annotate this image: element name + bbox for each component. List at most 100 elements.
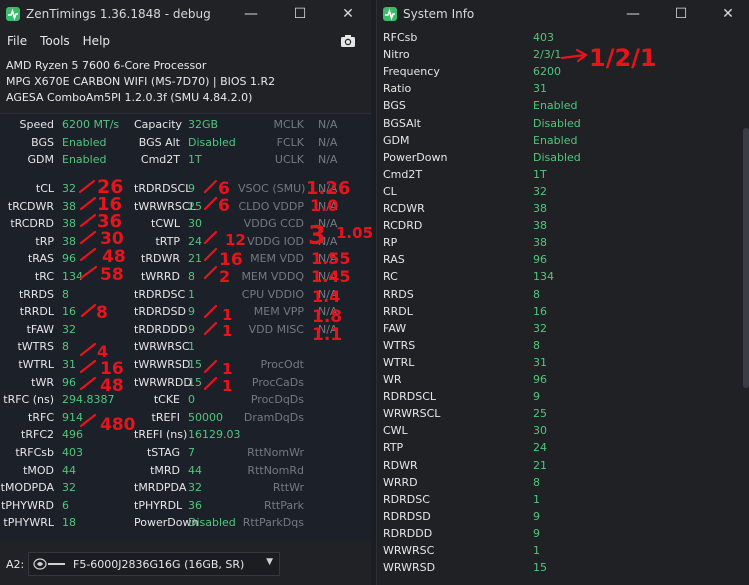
value-trcdrd: 38: [62, 217, 76, 231]
sysinfo-label-frequency: Frequency: [383, 65, 440, 79]
value-vdd-misc: N/A: [318, 322, 338, 336]
sysinfo-close-button[interactable]: ✕: [705, 0, 749, 28]
sysinfo-value-rdrddd: 9: [533, 526, 540, 540]
value-tmrdpda: 32: [188, 481, 202, 495]
scroll-thumb[interactable]: [743, 128, 749, 388]
sysinfo-label-wrwrsd: WRWRSD: [383, 561, 436, 575]
sysinfo-value-wtrs: 8: [533, 338, 540, 352]
menu-tools[interactable]: Tools: [40, 34, 70, 48]
sysinfo-value-rrds: 8: [533, 287, 540, 301]
value-trefi-ns: 16129.03: [188, 428, 241, 442]
zentimings-app-icon: [6, 7, 20, 21]
value-tphywrl: 18: [62, 516, 76, 530]
label-twtrl: tWTRL: [18, 358, 54, 371]
label-proccads: ProcCaDs: [251, 375, 304, 389]
camera-icon[interactable]: [340, 34, 356, 48]
sysinfo-maximize-button[interactable]: ☐: [658, 0, 704, 28]
sysinfo-label-wr: WR: [383, 373, 402, 386]
sysinfo-label-wtrl: WTRL: [383, 355, 415, 369]
label-trdrdsc: tRDRDSC: [134, 287, 186, 301]
value-cpu-vddio: N/A: [318, 287, 338, 301]
value-twrwrdd: 15: [188, 375, 202, 389]
value-bgs: Enabled: [62, 135, 107, 149]
value-tmodpda: 32: [62, 481, 76, 495]
menu-file[interactable]: File: [7, 34, 28, 48]
minimize-icon: —: [626, 6, 640, 22]
sysinfo-label-wtrs: WTRS: [383, 338, 416, 352]
label-twtrs: tWTRS: [17, 340, 54, 354]
value-trc: 134: [62, 270, 83, 283]
value-trp: 38: [62, 234, 76, 248]
value-tcke: 0: [188, 393, 195, 407]
label-twrwrdd: tWRWRDD: [134, 375, 192, 389]
sysinfo-value-bgsalt: Disabled: [533, 116, 581, 130]
value-tfaw: 32: [62, 322, 76, 336]
zentimings-titlebar[interactable]: ZenTimings 1.36.1848 - debug: [0, 0, 211, 28]
value-trdrddd: 9: [188, 322, 195, 336]
sysinfo-value-rcdrd: 38: [533, 219, 547, 233]
label-tmodpda: tMODPDA: [0, 481, 54, 495]
label-bgs-alt: BGS Alt: [138, 135, 180, 149]
label-rttpark: RttPark: [263, 498, 304, 512]
value-trrds: 8: [62, 287, 69, 301]
sysinfo-value-wrwrsc: 1: [533, 544, 540, 557]
sysinfo-label-rdwr: RDWR: [383, 458, 418, 472]
label-trfcsb: tRFCsb: [15, 446, 54, 459]
minimize-button[interactable]: —: [228, 0, 274, 28]
label-tras: tRAS: [27, 252, 54, 266]
value-twtrs: 8: [62, 340, 69, 354]
sysinfo-value-rdrdscl: 9: [533, 390, 540, 404]
label-mem-vdd: MEM VDD: [250, 252, 304, 266]
value-tphyrdl: 36: [188, 498, 202, 512]
label-uclk: UCLK: [274, 153, 304, 166]
value-vsoc-smu: N/A: [318, 182, 338, 195]
value-tmrd: 44: [188, 463, 202, 477]
sysinfo-title: System Info: [403, 7, 475, 21]
sysinfo-value-cl: 32: [533, 184, 547, 198]
label-speed: Speed: [19, 118, 54, 131]
close-button[interactable]: ✕: [325, 0, 371, 28]
value-mclk: N/A: [318, 118, 338, 131]
maximize-button[interactable]: ☐: [277, 0, 323, 28]
value-trdrdscl: 9: [188, 182, 195, 195]
value-vddg-ccd: N/A: [318, 217, 338, 231]
sysinfo-label-ratio: Ratio: [383, 82, 412, 96]
value-fclk: N/A: [318, 135, 338, 149]
label-cpu-vddio: CPU VDDIO: [241, 287, 304, 301]
sysinfo-label-rrdl: RRDL: [383, 304, 413, 318]
value-trdwr: 21: [188, 252, 202, 266]
label-rttparkdqs: RttParkDqs: [242, 516, 304, 530]
label-tmod: tMOD: [23, 463, 54, 477]
value-bgs-alt: Disabled: [188, 135, 236, 149]
sysinfo-value-wtrl: 31: [533, 355, 547, 369]
menu-help[interactable]: Help: [82, 34, 111, 48]
value-powerdown: Disabled: [188, 516, 236, 530]
label-dramdqds: DramDqDs: [243, 410, 304, 424]
sysinfo-value-rtp: 24: [533, 441, 547, 455]
value-trfc-ns: 294.8387: [62, 393, 115, 407]
label-vsoc-smu: VSOC (SMU): [238, 182, 306, 195]
sysinfo-value-wrwrscl: 25: [533, 407, 547, 421]
value-twr: 96: [62, 375, 76, 389]
sysinfo-label-bgs: BGS: [383, 99, 406, 113]
sysinfo-label-rtp: RTP: [383, 441, 404, 455]
sysinfo-value-rdrdsd: 9: [533, 509, 540, 523]
label-cmd2t: Cmd2T: [140, 153, 180, 166]
sysinfo-value-rdwr: 21: [533, 458, 547, 472]
sysinfo-value-wr: 96: [533, 373, 547, 386]
label-trcdwr: tRCDWR: [7, 199, 54, 213]
sysinfo-scrollbar[interactable]: [742, 28, 749, 585]
minimize-icon: —: [244, 6, 258, 22]
sysinfo-titlebar[interactable]: System Info: [377, 0, 474, 28]
sysinfo-minimize-button[interactable]: —: [610, 0, 656, 28]
value-twrwrsd: 15: [188, 358, 202, 371]
value-twtrl: 31: [62, 358, 76, 371]
sysinfo-value-bgs: Enabled: [533, 99, 578, 113]
system-info-lines: AMD Ryzen 5 7600 6-Core Processor MPG X6…: [6, 58, 275, 106]
sysinfo-label-rdrdsc: RDRDSC: [383, 492, 430, 506]
dimm-select[interactable]: F5-6000J2836G16G (16GB, SR) ▼: [28, 552, 280, 576]
value-trtp: 24: [188, 234, 202, 248]
value-trfc2: 496: [62, 428, 83, 442]
cpu-name: AMD Ryzen 5 7600 6-Core Processor: [6, 59, 207, 72]
label-trdwr: tRDWR: [141, 252, 180, 266]
